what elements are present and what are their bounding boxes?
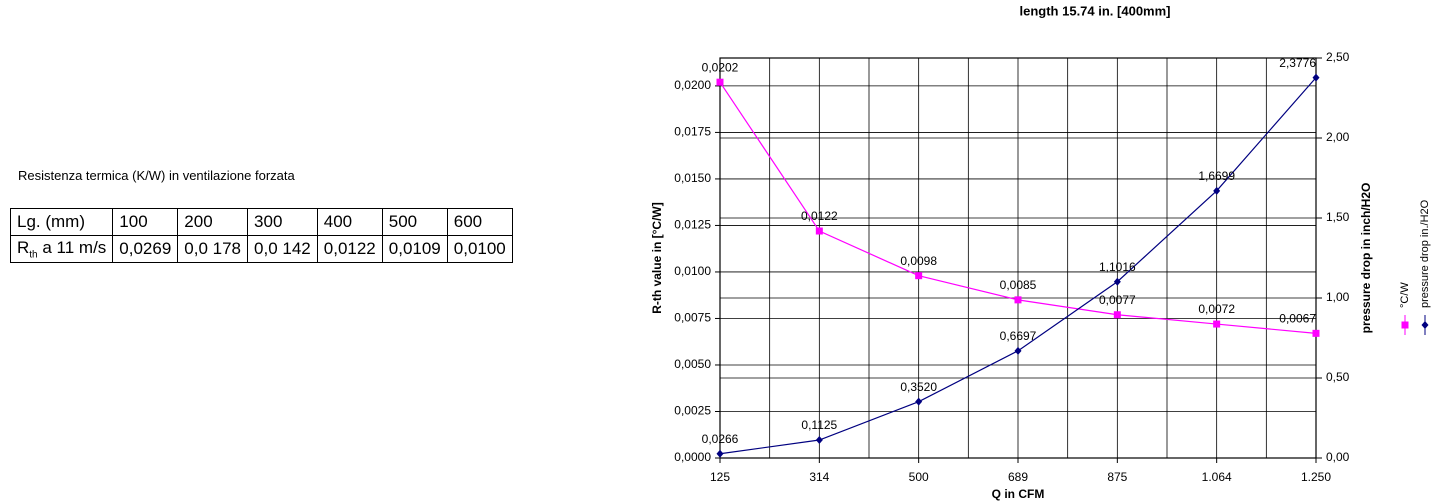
y-tick-label: 0,0025 xyxy=(674,404,711,418)
marker xyxy=(1312,73,1320,82)
data-label: 0,0266 xyxy=(702,432,739,446)
y2-tick-label: 2,50 xyxy=(1326,50,1350,64)
data-label: 0,6697 xyxy=(1000,329,1037,343)
y-axis-title: R-th value in [°C/W] xyxy=(650,202,664,313)
label-main: R xyxy=(17,237,30,257)
y2-tick-label: 0,50 xyxy=(1326,370,1350,384)
y2-tick-label: 1,50 xyxy=(1326,210,1350,224)
x-tick-label: 875 xyxy=(1107,470,1127,484)
marker xyxy=(1213,320,1221,328)
table-cell: 300 xyxy=(247,208,318,236)
marker xyxy=(716,449,724,458)
data-label: 0,3520 xyxy=(900,380,937,394)
y2-tick-label: 1,00 xyxy=(1326,290,1350,304)
data-label: 0,0202 xyxy=(702,60,739,74)
marker xyxy=(1401,321,1409,329)
legend-label: °C/W xyxy=(1399,282,1411,308)
table-cell: 200 xyxy=(177,208,249,236)
y-tick-label: 0,0175 xyxy=(674,125,711,139)
data-label: 0,0077 xyxy=(1099,293,1136,307)
x-axis-title: Q in CFM xyxy=(992,487,1045,501)
data-label: 1,6699 xyxy=(1198,169,1235,183)
x-tick-label: 1.250 xyxy=(1301,470,1331,484)
label-rest: a 11 m/s xyxy=(42,237,107,257)
table-cell: 0,0109 xyxy=(381,235,448,263)
table: Lg. (mm) 100 200 300 400 500 600 Rth a 11 m/s 0,… xyxy=(9,208,513,263)
data-label: 0,0072 xyxy=(1198,302,1235,316)
x-tick-label: 125 xyxy=(710,470,730,484)
x-tick-label: 1.064 xyxy=(1202,470,1232,484)
marker xyxy=(1113,277,1121,286)
marker xyxy=(915,397,923,406)
y-tick-label: 0,0100 xyxy=(674,264,711,278)
x-tick-label: 500 xyxy=(909,470,929,484)
y2-tick-label: 2,00 xyxy=(1326,130,1350,144)
row-header: Lg. (mm) xyxy=(9,208,114,236)
marker xyxy=(1014,296,1022,304)
table-cell: 600 xyxy=(446,208,513,236)
data-label: 0,0098 xyxy=(900,254,937,268)
x-tick-label: 689 xyxy=(1008,470,1028,484)
table-row: Rth a 11 m/s 0,0269 0,0 178 0,0 142 0,0122 0,… xyxy=(9,235,513,263)
marker xyxy=(1014,346,1022,355)
y-tick-label: 0,0150 xyxy=(674,171,711,185)
x-tick-label: 314 xyxy=(809,470,829,484)
legend-label: pressure drop in./H2O xyxy=(1419,199,1431,308)
plot-border xyxy=(719,57,1317,459)
marker xyxy=(1312,329,1320,337)
y-tick-label: 0,0200 xyxy=(674,78,711,92)
row-header: Rth a 11 m/s xyxy=(9,235,114,263)
data-label: 1,1016 xyxy=(1099,260,1136,274)
table-cell: 0,0100 xyxy=(446,235,513,263)
y-tick-label: 0,0075 xyxy=(674,311,711,325)
table-cell: 0,0269 xyxy=(112,235,179,263)
y2-tick-label: 0,00 xyxy=(1326,450,1350,464)
marker xyxy=(915,272,923,280)
data-label: 2,3776 xyxy=(1279,56,1316,70)
data-label: 0,0122 xyxy=(801,209,838,223)
data-label: 0,1125 xyxy=(801,418,837,432)
table-row: Lg. (mm) 100 200 300 400 500 600 xyxy=(9,208,513,236)
table-caption: Resistenza termica (K/W) in ventilazione… xyxy=(18,168,295,183)
y-tick-label: 0,0125 xyxy=(674,218,711,232)
marker xyxy=(1421,321,1429,329)
y2-axis-title: pressure drop in inch/H2O xyxy=(1359,183,1373,334)
marker xyxy=(716,78,724,86)
y-tick-label: 0,0000 xyxy=(674,450,711,464)
y-tick-label: 0,0050 xyxy=(674,357,711,371)
table-cell: 0,0 178 xyxy=(177,235,249,263)
data-label: 0,0067 xyxy=(1279,312,1316,326)
label-sub: th xyxy=(29,249,38,261)
data-label: 0,0085 xyxy=(1000,278,1037,292)
table-cell: 100 xyxy=(112,208,179,236)
marker xyxy=(1113,311,1121,319)
marker xyxy=(815,436,823,444)
marker xyxy=(1213,186,1221,195)
marker xyxy=(815,227,823,235)
table-cell: 0,0 142 xyxy=(247,235,318,263)
chart-title: length 15.74 in. [400mm] xyxy=(1020,3,1171,18)
